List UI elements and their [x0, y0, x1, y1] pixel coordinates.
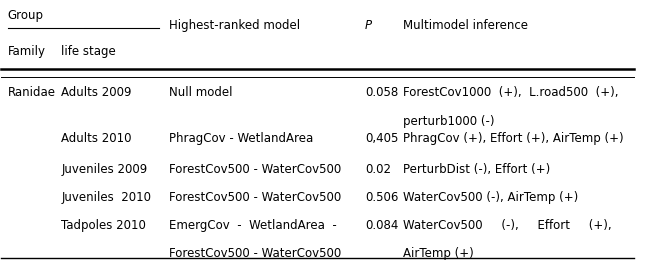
Text: WaterCov500     (-),     Effort     (+),: WaterCov500 (-), Effort (+), [403, 219, 612, 232]
Text: Tadpoles 2010: Tadpoles 2010 [61, 219, 146, 232]
Text: 0.084: 0.084 [365, 219, 398, 232]
Text: EmergCov  -  WetlandArea  -: EmergCov - WetlandArea - [169, 219, 337, 232]
Text: life stage: life stage [61, 45, 116, 58]
Text: Group: Group [8, 9, 44, 22]
Text: 0,405: 0,405 [365, 132, 398, 145]
Text: PhragCov (+), Effort (+), AirTemp (+): PhragCov (+), Effort (+), AirTemp (+) [403, 132, 624, 145]
Text: WaterCov500 (-), AirTemp (+): WaterCov500 (-), AirTemp (+) [403, 191, 578, 204]
Text: ForestCov500 - WaterCov500: ForestCov500 - WaterCov500 [169, 247, 342, 261]
Text: Highest-ranked model: Highest-ranked model [169, 19, 300, 32]
Text: AirTemp (+): AirTemp (+) [403, 247, 474, 261]
Text: Juveniles 2009: Juveniles 2009 [61, 163, 147, 176]
Text: 0.02: 0.02 [365, 163, 391, 176]
Text: Ranidae: Ranidae [8, 86, 56, 99]
Text: PhragCov - WetlandArea: PhragCov - WetlandArea [169, 132, 313, 145]
Text: Multimodel inference: Multimodel inference [403, 19, 528, 32]
Text: 0.506: 0.506 [365, 191, 398, 204]
Text: ForestCov500 - WaterCov500: ForestCov500 - WaterCov500 [169, 191, 342, 204]
Text: Null model: Null model [169, 86, 232, 99]
Text: 0.058: 0.058 [365, 86, 398, 99]
Text: ForestCov1000  (+),  L.road500  (+),: ForestCov1000 (+), L.road500 (+), [403, 86, 618, 99]
Text: Family: Family [8, 45, 46, 58]
Text: P: P [365, 19, 372, 32]
Text: ForestCov500 - WaterCov500: ForestCov500 - WaterCov500 [169, 163, 342, 176]
Text: PerturbDist (-), Effort (+): PerturbDist (-), Effort (+) [403, 163, 550, 176]
Text: Juveniles  2010: Juveniles 2010 [61, 191, 151, 204]
Text: Adults 2010: Adults 2010 [61, 132, 132, 145]
Text: perturb1000 (-): perturb1000 (-) [403, 115, 494, 129]
Text: Adults 2009: Adults 2009 [61, 86, 132, 99]
